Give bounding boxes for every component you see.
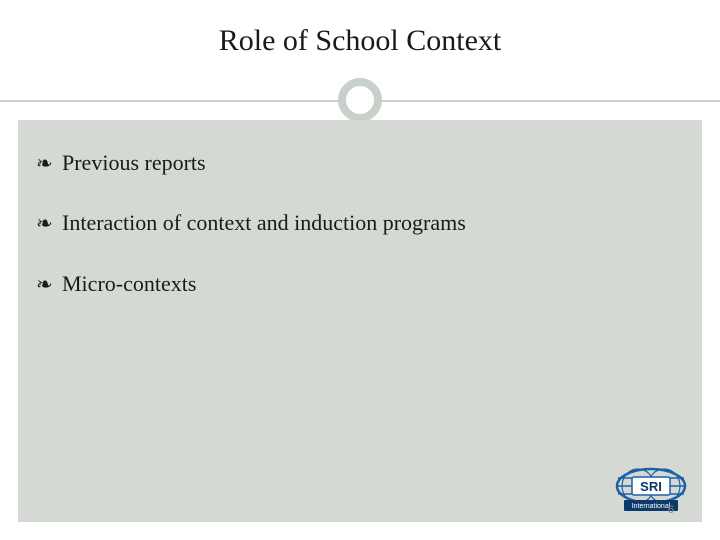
- sri-logo-icon: SRI International: [614, 466, 688, 512]
- slide: Role of School Context ❧ Previous report…: [0, 0, 720, 540]
- logo-text-top: SRI: [640, 479, 662, 494]
- logo-text-bottom: International: [632, 503, 671, 510]
- bullet-text: Micro-contexts: [62, 271, 196, 296]
- bullet-list: ❧ Previous reports ❧ Interaction of cont…: [36, 150, 684, 297]
- divider-circle-icon: [338, 78, 382, 122]
- list-item: ❧ Micro-contexts: [36, 271, 684, 297]
- list-item: ❧ Interaction of context and induction p…: [36, 210, 684, 236]
- slide-title: Role of School Context: [0, 24, 720, 58]
- divider: [0, 76, 720, 126]
- content-area: ❧ Previous reports ❧ Interaction of cont…: [18, 120, 702, 522]
- bullet-text: Interaction of context and induction pro…: [62, 210, 466, 235]
- bullet-icon: ❧: [36, 273, 53, 297]
- bullet-text: Previous reports: [62, 150, 206, 175]
- bullet-icon: ❧: [36, 212, 53, 236]
- bullet-icon: ❧: [36, 152, 53, 176]
- page-number: 6: [668, 504, 674, 516]
- list-item: ❧ Previous reports: [36, 150, 684, 176]
- title-area: Role of School Context: [0, 0, 720, 76]
